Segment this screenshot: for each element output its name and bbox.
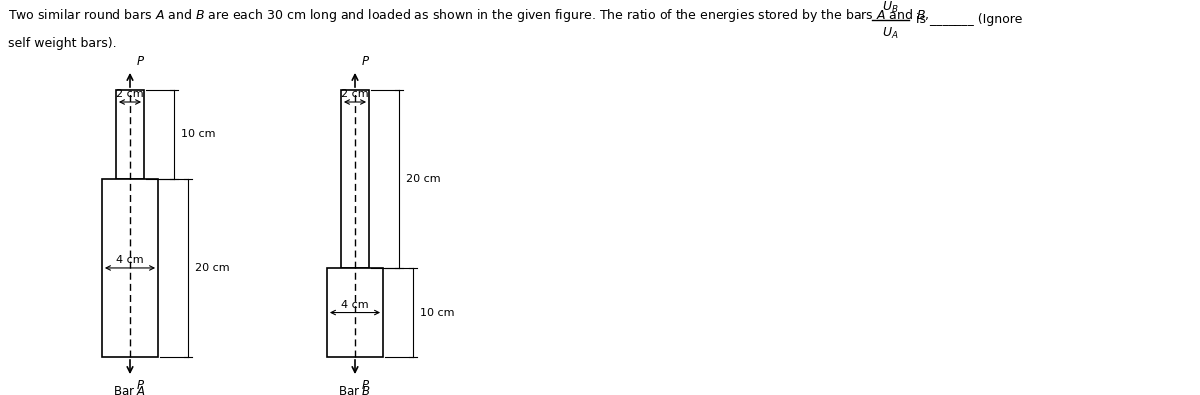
Text: Bar $\it{A}$: Bar $\it{A}$ — [114, 385, 146, 395]
Text: $U_B$: $U_B$ — [882, 0, 899, 15]
Bar — [341, 90, 370, 268]
Bar — [326, 268, 383, 357]
Text: 2 cm: 2 cm — [341, 89, 368, 99]
Text: $\it{P}$: $\it{P}$ — [361, 379, 370, 392]
Text: 10 cm: 10 cm — [420, 308, 455, 318]
Text: $U_A$: $U_A$ — [882, 26, 899, 41]
Text: is _______ (Ignore: is _______ (Ignore — [912, 13, 1022, 26]
Text: 20 cm: 20 cm — [196, 263, 229, 273]
Text: 4 cm: 4 cm — [116, 255, 144, 265]
Text: $\it{P}$: $\it{P}$ — [136, 55, 145, 68]
Text: 2 cm: 2 cm — [116, 89, 144, 99]
Text: Two similar round bars $\it{A}$ and $\it{B}$ are each 30 cm long and loaded as s: Two similar round bars $\it{A}$ and $\it… — [8, 7, 930, 24]
Text: self weight bars).: self weight bars). — [8, 37, 116, 50]
Bar — [116, 90, 144, 179]
Text: Bar $\it{B}$: Bar $\it{B}$ — [338, 385, 372, 395]
Text: 10 cm: 10 cm — [181, 130, 216, 139]
Text: $\it{P}$: $\it{P}$ — [361, 55, 370, 68]
Text: 4 cm: 4 cm — [341, 299, 368, 310]
Text: 20 cm: 20 cm — [406, 174, 440, 184]
Text: $\it{P}$: $\it{P}$ — [136, 379, 145, 392]
Bar — [102, 179, 158, 357]
